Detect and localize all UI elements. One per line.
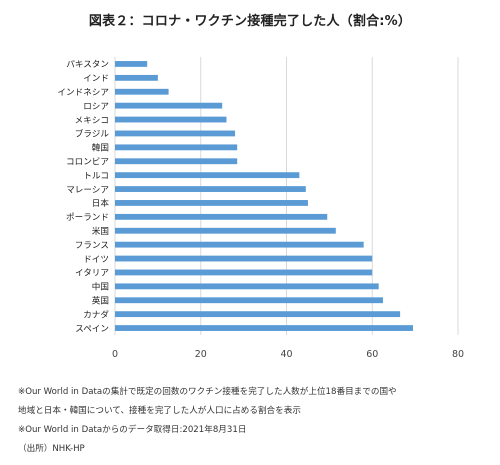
bar-18 (115, 311, 401, 318)
bar-0 (115, 61, 148, 67)
category-label-14: ドイツ (83, 255, 109, 265)
category-label-4: メキシコ (75, 116, 109, 126)
note-line-4: （出所）NHK-HP (18, 444, 85, 454)
category-label-2: インドネシア (57, 87, 109, 98)
bar-6 (115, 144, 238, 151)
bar-3 (115, 102, 223, 109)
bar-9 (115, 186, 306, 192)
bar-8 (115, 172, 300, 179)
category-label-7: コロンビア (66, 156, 109, 167)
x-tick-label-1: 20 (195, 349, 207, 360)
bar-19 (115, 325, 413, 331)
category-label-5: ブラジル (75, 128, 110, 140)
category-label-16: 中国 (92, 281, 109, 293)
note-line-2: 地域と日本・韓国について、接種を完了した人が人口に占める割合を表示 (18, 406, 301, 416)
category-label-0: パキスタン (66, 59, 109, 70)
chart-title: 図表２：コロナ・ワクチン接種完了した人（割合:%） (88, 14, 412, 29)
bar-16 (115, 283, 379, 290)
note-line-1: ※Our World in Dataの集計で既定の回数のワクチン接種を完了した人… (18, 387, 397, 397)
bar-5 (115, 130, 236, 137)
bar-chart: パキスタンインドインドネシアロシアメキシコブラジル韓国コロンビアトルコマレーシア… (57, 57, 464, 360)
bar-14 (115, 255, 373, 262)
category-label-19: スペイン (75, 324, 109, 334)
bar-1 (115, 74, 158, 81)
bar-10 (115, 200, 308, 206)
category-label-8: トルコ (83, 171, 109, 181)
category-label-10: 日本 (92, 197, 110, 209)
x-tick-label-3: 60 (366, 349, 378, 360)
bar-4 (115, 116, 227, 123)
category-label-15: イタリア (75, 268, 109, 279)
bar-15 (115, 269, 373, 276)
category-label-11: ポーランド (66, 212, 109, 223)
bar-7 (115, 158, 238, 165)
bar-17 (115, 297, 383, 304)
note-line-3: ※Our World in Dataからのデータ取得日:2021年8月31日 (18, 425, 247, 435)
category-label-9: マレーシア (66, 185, 109, 195)
category-label-1: インド (83, 74, 109, 84)
x-tick-label-2: 40 (280, 349, 292, 360)
category-label-18: カナダ (83, 308, 109, 320)
category-label-3: ロシア (83, 102, 109, 112)
chart-notes: ※Our World in Dataの集計で既定の回数のワクチン接種を完了した人… (18, 383, 498, 459)
category-label-13: フランス (75, 240, 109, 251)
bar-12 (115, 227, 336, 234)
chart-area: パキスタンインドインドネシアロシアメキシコブラジル韓国コロンビアトルコマレーシア… (0, 45, 500, 365)
bar-13 (115, 241, 364, 248)
bar-2 (115, 88, 169, 95)
bar-11 (115, 213, 328, 220)
category-label-6: 韓国 (92, 143, 109, 154)
category-label-12: 米国 (92, 225, 109, 237)
x-tick-label-4: 80 (452, 349, 464, 360)
category-label-17: 英国 (92, 294, 109, 306)
x-tick-label-0: 0 (112, 349, 118, 360)
